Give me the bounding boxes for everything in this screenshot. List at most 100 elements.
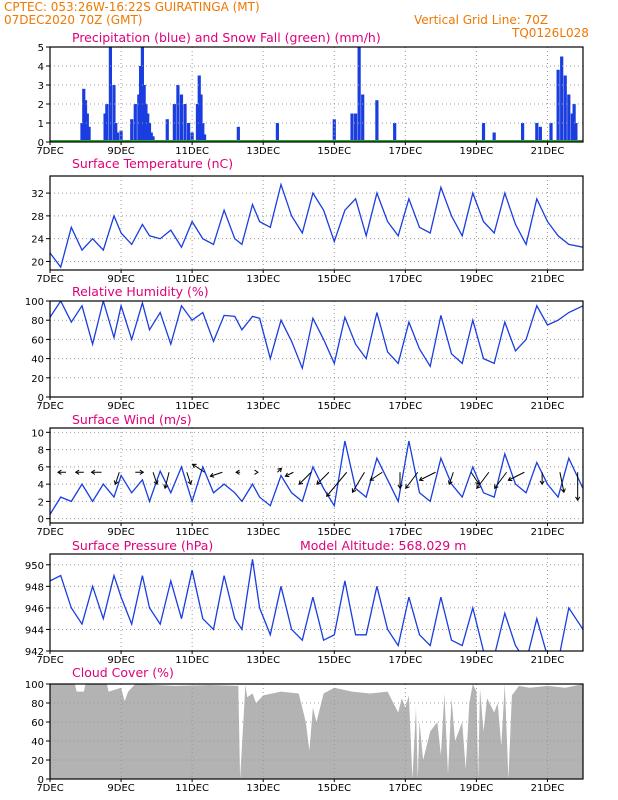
x-tick-label: 17DEC [388, 527, 422, 538]
x-tick-label: 9DEC [107, 783, 134, 794]
wind-arrow [470, 471, 480, 485]
precip-bar [130, 119, 134, 142]
x-tick-label: 11DEC [175, 274, 209, 285]
x-tick-label: 21DEC [531, 401, 565, 412]
x-tick-label: 9DEC [107, 655, 134, 666]
y-tick-label: 942 [25, 647, 44, 658]
precip-bar [144, 104, 148, 142]
panel-2-plot [50, 301, 583, 397]
panel-5-plot [50, 684, 583, 779]
y-tick-label: 950 [25, 561, 44, 572]
wind-arrowhead [560, 488, 566, 494]
wind-arrow [352, 471, 365, 493]
precip-bar [570, 113, 574, 142]
precip-bar [176, 85, 180, 142]
x-tick-label: 17DEC [388, 783, 422, 794]
wind-arrowhead [187, 480, 193, 486]
precip-bar [179, 94, 184, 142]
x-tick-label: 13DEC [246, 783, 280, 794]
wind-arrowhead [369, 476, 375, 481]
precip-bar [83, 100, 88, 142]
x-tick-label: 13DEC [246, 274, 280, 285]
panel-frame [49, 427, 584, 524]
x-tick-label: 7DEC [36, 783, 63, 794]
y-tick-label: 20 [31, 257, 44, 268]
wind-arrowhead [153, 480, 159, 486]
wind-arrow [285, 471, 294, 477]
y-tick-label: 28 [31, 212, 44, 223]
x-tick-label: 13DEC [246, 655, 280, 666]
precip-bar [275, 123, 280, 142]
y-tick-label: 1 [38, 119, 44, 130]
precip-bar [139, 66, 143, 142]
y-tick-label: 4 [38, 480, 44, 491]
x-tick-label: 13DEC [246, 401, 280, 412]
wind-arrowhead [475, 480, 480, 486]
wind-arrowhead [405, 484, 410, 489]
precip-bar [112, 85, 116, 142]
panel-frame [49, 300, 584, 398]
precip-bar [199, 94, 203, 142]
wind-arrowhead [113, 480, 119, 486]
y-tick-label: 100 [25, 680, 44, 691]
panel-title: Surface Temperature (nC) [72, 156, 233, 171]
x-tick-label: 11DEC [175, 655, 209, 666]
precip-bar [142, 85, 146, 142]
precip-bar [563, 75, 567, 142]
precip-bar [574, 123, 578, 142]
wind-arrowhead [284, 472, 290, 478]
x-tick-label: 19DEC [460, 274, 494, 285]
series-line [50, 301, 583, 371]
wind-arrow [405, 471, 419, 489]
precip-bar [140, 47, 144, 142]
panel-title: Precipitation (blue) and Snow Fall (gree… [72, 30, 381, 45]
wind-arrowhead [163, 484, 169, 490]
y-tick-label: 20 [31, 756, 44, 767]
x-tick-label: 13DEC [246, 527, 280, 538]
y-tick-label: 6 [38, 463, 44, 474]
wind-arrowhead [507, 476, 513, 482]
wind-arrow [476, 471, 490, 489]
precip-bar [119, 130, 123, 142]
wind-arrowhead [139, 469, 145, 475]
panel-frame [49, 46, 584, 143]
wind-arrowhead [277, 467, 283, 473]
wind-arrow [494, 471, 508, 489]
x-tick-label: 21DEC [531, 274, 565, 285]
x-tick-label: 7DEC [36, 274, 63, 285]
precip-bar [332, 119, 336, 142]
precip-bar [393, 123, 397, 142]
y-tick-label: 5 [38, 43, 44, 54]
y-tick-label: 20 [31, 374, 44, 385]
precip-bar [115, 132, 120, 142]
wind-arrow [152, 472, 158, 485]
y-tick-label: 10 [31, 428, 44, 439]
precip-bar [202, 134, 207, 142]
y-tick-label: 3 [38, 81, 44, 92]
wind-arrow [114, 472, 120, 485]
precip-bar [556, 69, 560, 142]
x-tick-label: 19DEC [460, 783, 494, 794]
wind-arrowhead [418, 476, 424, 482]
y-tick-label: 944 [25, 625, 44, 636]
panel-frame [49, 175, 584, 271]
precip-bar [108, 47, 113, 142]
x-tick-label: 15DEC [317, 655, 351, 666]
panel-title: Surface Wind (m/s) [72, 412, 192, 427]
precip-bar [375, 100, 379, 142]
precip-bar [146, 113, 150, 142]
wind-arrowhead [575, 496, 581, 502]
y-tick-label: 100 [25, 297, 44, 308]
x-tick-label: 15DEC [317, 783, 351, 794]
wind-arrowhead [494, 484, 499, 489]
wind-arrowhead [191, 463, 197, 469]
wind-arrow [298, 471, 312, 485]
panel-frame [49, 553, 584, 652]
x-tick-label: 9DEC [107, 527, 134, 538]
x-tick-label: 7DEC [36, 655, 63, 666]
precip-bar [197, 75, 201, 142]
x-tick-label: 15DEC [317, 274, 351, 285]
y-tick-label: 80 [31, 699, 44, 710]
wind-arrowhead [397, 484, 403, 490]
y-tick-label: 0 [38, 775, 44, 786]
